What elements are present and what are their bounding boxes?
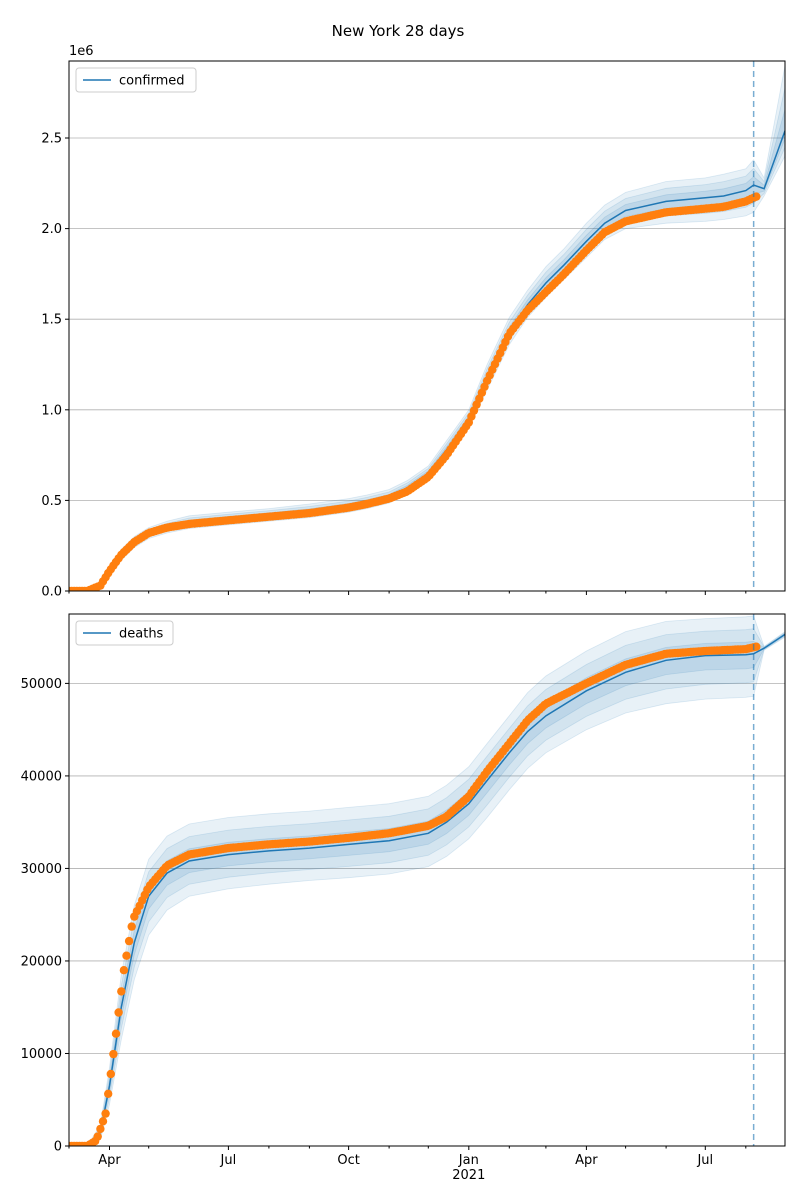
observed-point xyxy=(93,1132,102,1141)
plot-area xyxy=(69,65,785,591)
y-offset-label: 1e6 xyxy=(69,44,94,59)
uncertainty-band xyxy=(69,632,785,1146)
observed-point xyxy=(117,987,126,996)
y-tick-label: 30000 xyxy=(21,862,62,877)
confirmed-chart-panel: 0.0 0.5 1.0 1.5 2.0 2.5 1e6 confirmed xyxy=(41,44,786,600)
plot-area xyxy=(69,615,785,1146)
y-tick-label: 0 xyxy=(54,1140,62,1155)
x-tick-label: Jan xyxy=(458,1153,479,1168)
observed-point xyxy=(114,1008,123,1017)
model-line xyxy=(69,633,785,1146)
legend-box xyxy=(75,620,174,646)
x-tick-label: Apr xyxy=(98,1153,121,1168)
observed-point xyxy=(111,1029,121,1038)
observed-point xyxy=(106,1069,116,1079)
x-year-label: 2021 xyxy=(452,1168,485,1183)
observed-point xyxy=(119,966,129,975)
x-tick-label: Apr xyxy=(575,1153,598,1168)
deaths-chart-panel: 0 10000 20000 30000 40000 50000 Apr Jul Oct Jan Ap… xyxy=(21,613,786,1183)
y-tick-label: 0.5 xyxy=(41,494,62,509)
y-tick-label: 0.0 xyxy=(41,585,62,600)
legend-label: deaths xyxy=(119,627,164,642)
observed-point xyxy=(101,1109,110,1118)
y-tick-label: 1.0 xyxy=(41,403,62,418)
legend-box xyxy=(75,67,197,93)
legend: confirmed xyxy=(75,67,197,93)
axes-frame xyxy=(68,613,786,1147)
y-tick-label: 10000 xyxy=(21,1047,62,1062)
uncertainty-band xyxy=(69,87,785,591)
uncertainty-band xyxy=(69,628,785,1146)
x-tick-label: Oct xyxy=(337,1153,359,1168)
y-tick-label: 2.0 xyxy=(41,222,62,237)
observed-point xyxy=(122,951,131,960)
observed-point xyxy=(109,1049,118,1059)
observed-point xyxy=(124,936,134,946)
legend: deaths xyxy=(75,620,174,646)
y-tick-label: 20000 xyxy=(21,954,62,969)
y-tick-label: 2.5 xyxy=(41,132,62,147)
axes-frame xyxy=(68,60,786,592)
legend-label: confirmed xyxy=(119,74,185,89)
observed-point xyxy=(98,1117,108,1126)
y-tick-label: 40000 xyxy=(21,769,62,784)
y-tick-label: 1.5 xyxy=(41,313,62,328)
x-tick-label: Jul xyxy=(696,1153,713,1168)
uncertainty-band xyxy=(69,615,785,1146)
x-tick-label: Jul xyxy=(220,1153,237,1168)
figure-title: New York 28 days xyxy=(332,22,465,40)
observed-point xyxy=(96,1124,105,1134)
observed-point xyxy=(127,922,136,931)
y-tick-label: 50000 xyxy=(21,677,62,692)
uncertainty-band xyxy=(69,65,785,591)
observed-point xyxy=(104,1089,113,1099)
